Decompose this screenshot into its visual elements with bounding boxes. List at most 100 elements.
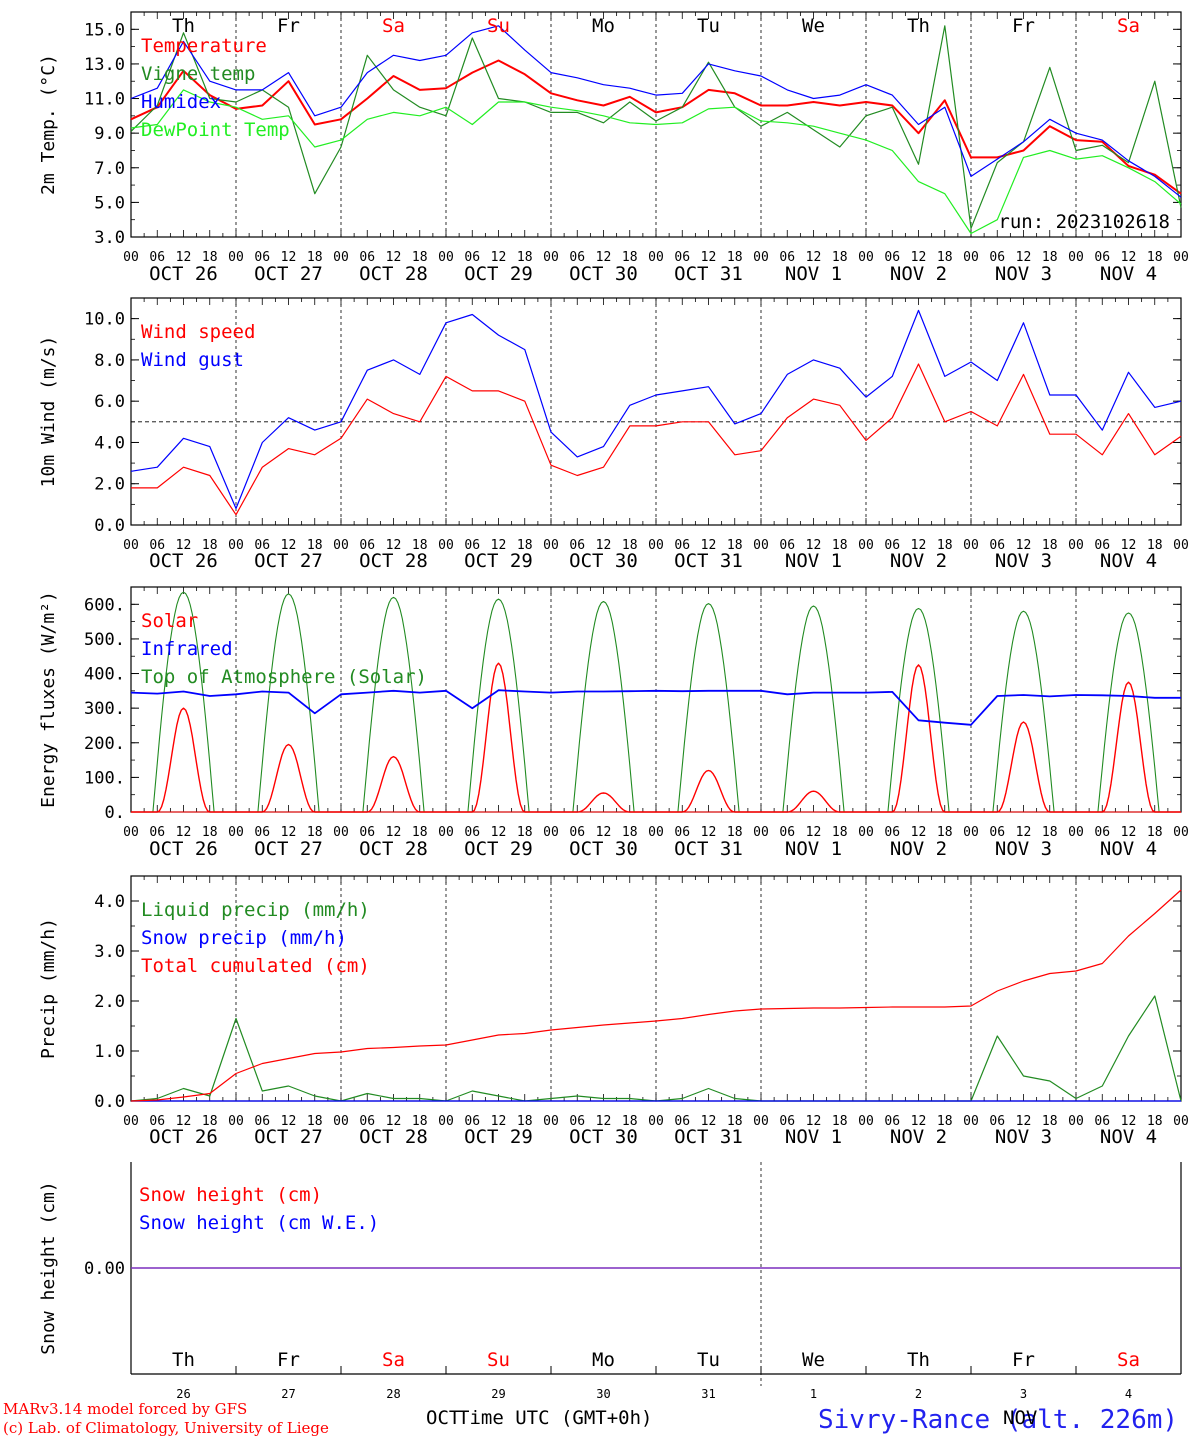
y-tick-label: 3.0 xyxy=(94,228,125,248)
y-tick-label: 300. xyxy=(84,699,125,719)
x-date-label: OCT 28 xyxy=(359,263,428,285)
weekday-label: Tu xyxy=(697,1349,720,1371)
x-hour-label: 00 xyxy=(858,825,874,840)
x-hour-label: 00 xyxy=(333,1114,349,1129)
x-hour-label: 06 xyxy=(884,250,900,265)
y-tick-label: 15.0 xyxy=(84,20,125,40)
legend-entry: Top of Atmosphere (Solar) xyxy=(141,666,427,688)
series-line-3 xyxy=(130,89,1182,235)
weekday-label: Fr xyxy=(1012,15,1035,37)
x-hour-label: 00 xyxy=(753,825,769,840)
x-hour-label: 12 xyxy=(1121,1114,1137,1129)
x-hour-label: 06 xyxy=(464,1114,480,1129)
x-date-label: OCT 29 xyxy=(464,1126,533,1148)
series-line-2 xyxy=(130,25,1182,198)
x-hour-label: 12 xyxy=(176,250,192,265)
y-tick-label: 3.0 xyxy=(94,942,125,962)
x-date-label: OCT 27 xyxy=(254,1126,323,1148)
y-tick-label: 200. xyxy=(84,734,125,754)
x-hour-label: 18 xyxy=(412,825,428,840)
x-hour-label: 06 xyxy=(464,825,480,840)
x-hour-label: 06 xyxy=(254,538,270,553)
x-hour-label: 12 xyxy=(1016,538,1032,553)
legend-entry: Humidex xyxy=(141,91,221,113)
x-hour-label: 12 xyxy=(911,1114,927,1129)
x-hour-label: 00 xyxy=(333,250,349,265)
legend-entry: Liquid precip (mm/h) xyxy=(141,899,370,921)
x-hour-label: 06 xyxy=(884,538,900,553)
x-hour-label: 18 xyxy=(202,1114,218,1129)
y-axis-label: Snow height (cm) xyxy=(38,1181,59,1354)
x-hour-label: 12 xyxy=(911,538,927,553)
y-axis-label: 10m Wind (m/s) xyxy=(38,336,59,488)
x-hour-label: 00 xyxy=(1068,250,1084,265)
x-date-label: OCT 26 xyxy=(149,263,218,285)
y-tick-label: 2.0 xyxy=(94,475,125,495)
x-hour-label: 06 xyxy=(569,1114,585,1129)
x-hour-label: 18 xyxy=(832,1114,848,1129)
weekday-label: Sa xyxy=(382,1349,405,1371)
x-hour-label: 00 xyxy=(228,538,244,553)
x-date-label: OCT 31 xyxy=(674,550,743,572)
run-label: run: 2023102618 xyxy=(998,211,1170,233)
x-hour-label: 18 xyxy=(517,538,533,553)
x-hour-label: 12 xyxy=(386,825,402,840)
x-hour-label: 00 xyxy=(753,538,769,553)
y-tick-label: 6.0 xyxy=(94,392,125,412)
x-hour-label: 00 xyxy=(438,1114,454,1129)
x-hour-label: 00 xyxy=(1173,538,1189,553)
x-hour-label: 18 xyxy=(202,825,218,840)
lab-credit: (c) Lab. of Climatology, University of L… xyxy=(3,1419,329,1437)
y-tick-label: 10.0 xyxy=(84,310,125,330)
y-tick-label: 0.0 xyxy=(94,516,125,536)
series-solar xyxy=(131,662,1181,813)
x-hour-label: 12 xyxy=(911,250,927,265)
weekday-label: Sa xyxy=(1117,1349,1140,1371)
x-date-label: NOV 4 xyxy=(1100,263,1157,285)
day-number-label: 30 xyxy=(596,1387,610,1401)
day-number-label: 3 xyxy=(1020,1387,1027,1401)
x-hour-label: 12 xyxy=(281,538,297,553)
x-hour-label: 18 xyxy=(937,825,953,840)
x-date-label: OCT 29 xyxy=(464,550,533,572)
y-tick-label: 0.00 xyxy=(84,1259,125,1279)
x-hour-label: 18 xyxy=(307,825,323,840)
day-number-label: 4 xyxy=(1125,1387,1132,1401)
x-hour-label: 00 xyxy=(1068,825,1084,840)
x-hour-label: 00 xyxy=(438,538,454,553)
x-hour-label: 18 xyxy=(832,250,848,265)
x-hour-label: 06 xyxy=(149,250,165,265)
x-date-label: OCT 30 xyxy=(569,1126,638,1148)
x-hour-label: 06 xyxy=(464,250,480,265)
x-hour-label: 06 xyxy=(1094,250,1110,265)
x-date-label: OCT 27 xyxy=(254,263,323,285)
x-hour-label: 18 xyxy=(622,1114,638,1129)
x-hour-label: 12 xyxy=(386,250,402,265)
x-hour-label: 00 xyxy=(648,538,664,553)
x-hour-label: 12 xyxy=(596,538,612,553)
x-hour-label: 00 xyxy=(858,250,874,265)
x-hour-label: 12 xyxy=(701,538,717,553)
x-date-label: NOV 3 xyxy=(995,263,1052,285)
x-hour-label: 18 xyxy=(517,1114,533,1129)
x-hour-label: 00 xyxy=(648,825,664,840)
x-hour-label: 06 xyxy=(359,250,375,265)
x-hour-label: 12 xyxy=(701,1114,717,1129)
legend-entry: Snow height (cm) xyxy=(139,1184,322,1206)
x-hour-label: 12 xyxy=(701,250,717,265)
x-hour-label: 00 xyxy=(1173,825,1189,840)
legend-entry: Temperature xyxy=(141,35,267,57)
x-hour-label: 00 xyxy=(1173,1114,1189,1129)
x-hour-label: 00 xyxy=(228,250,244,265)
x-hour-label: 18 xyxy=(1042,825,1058,840)
x-date-label: NOV 1 xyxy=(785,1126,842,1148)
x-axis-title: Time UTC (GMT+0h) xyxy=(458,1407,652,1429)
x-date-label: OCT 27 xyxy=(254,838,323,860)
y-axis-label: Precip (mm/h) xyxy=(38,918,59,1059)
y-tick-label: 500. xyxy=(84,630,125,650)
x-hour-label: 12 xyxy=(596,825,612,840)
x-date-label: NOV 4 xyxy=(1100,550,1157,572)
y-tick-label: 7.0 xyxy=(94,159,125,179)
y-tick-label: 600. xyxy=(84,595,125,615)
x-date-label: NOV 2 xyxy=(890,838,947,860)
